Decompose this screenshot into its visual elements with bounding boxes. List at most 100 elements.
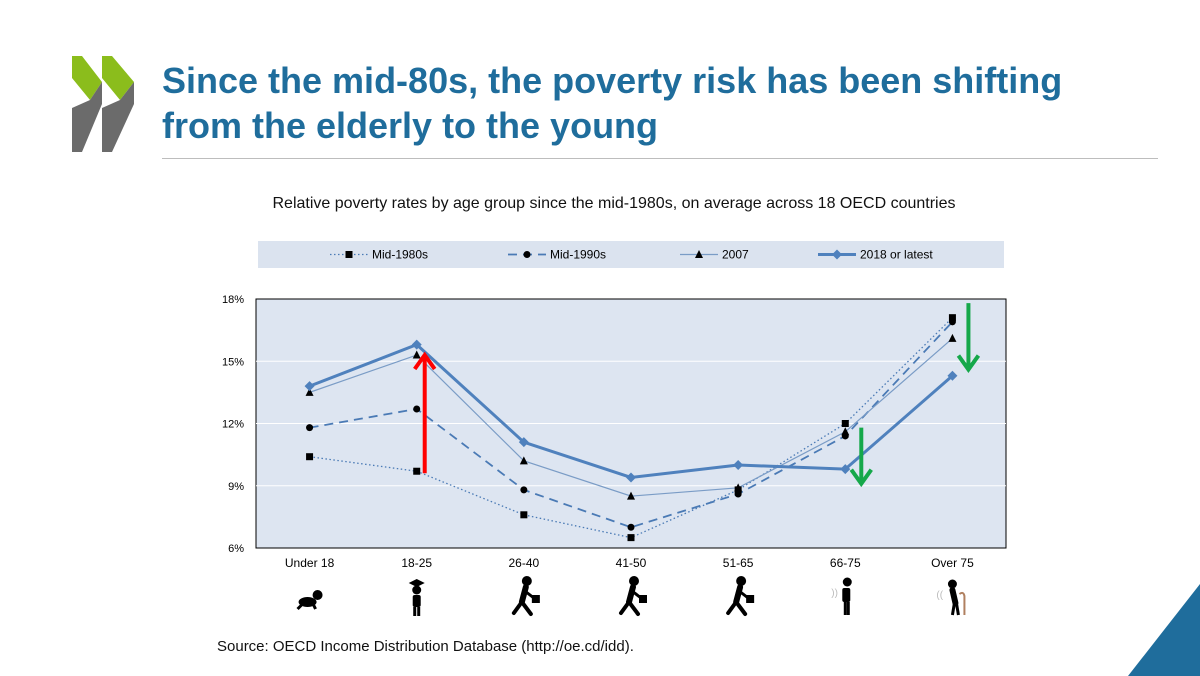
square-marker bbox=[520, 511, 528, 519]
diamond-marker bbox=[840, 464, 851, 475]
square-marker bbox=[841, 420, 849, 427]
briefcase bbox=[746, 595, 755, 603]
diamond-marker bbox=[733, 460, 744, 470]
arrow-head bbox=[956, 354, 981, 373]
person-head bbox=[521, 576, 532, 586]
person-head bbox=[842, 577, 852, 587]
circle-marker bbox=[948, 318, 956, 326]
y-tick-label: 18% bbox=[222, 294, 244, 306]
person-body bbox=[518, 584, 529, 605]
arrow-down-icon bbox=[956, 303, 981, 373]
x-tick-label: Over 75 bbox=[931, 556, 974, 570]
circle-marker bbox=[734, 490, 742, 498]
arrow-up-icon bbox=[413, 351, 437, 474]
person-head bbox=[412, 585, 422, 595]
diamond-marker bbox=[947, 370, 958, 381]
person-head bbox=[736, 576, 747, 586]
person-leg bbox=[734, 600, 748, 616]
worker-walking-icon bbox=[619, 576, 647, 616]
circle-marker bbox=[523, 251, 531, 258]
person-body bbox=[733, 584, 744, 605]
legend-label: Mid-1980s bbox=[372, 248, 428, 262]
circle-marker bbox=[627, 523, 635, 531]
person-body bbox=[842, 588, 851, 602]
person-leg bbox=[511, 600, 524, 615]
person-body bbox=[626, 584, 636, 605]
gridlines bbox=[256, 360, 1006, 487]
baby-leg bbox=[296, 603, 303, 611]
briefcase bbox=[639, 595, 647, 603]
series-markers bbox=[304, 314, 958, 542]
source-note: Source: OECD Income Distribution Databas… bbox=[217, 638, 634, 655]
baby-head bbox=[312, 590, 323, 600]
baby-crawling-icon bbox=[296, 590, 323, 611]
triangle-marker bbox=[841, 427, 850, 436]
briefcase bbox=[531, 595, 540, 603]
arrow-down-icon bbox=[849, 427, 873, 488]
worker-walking-icon bbox=[726, 576, 755, 616]
person-leg bbox=[950, 602, 956, 616]
baby-body bbox=[298, 597, 317, 607]
y-tick-label: 12% bbox=[222, 419, 244, 431]
trend-arrows bbox=[413, 303, 981, 488]
x-tick-label: 18-25 bbox=[401, 556, 432, 570]
x-tick-label: 26-40 bbox=[509, 556, 540, 570]
x-tick-label: 41-50 bbox=[616, 556, 647, 570]
sound-waves: (( bbox=[936, 590, 943, 601]
oecd-logo-icon bbox=[72, 56, 134, 152]
triangle-marker bbox=[695, 250, 703, 258]
y-tick-label: 15% bbox=[222, 356, 244, 368]
circle-marker bbox=[520, 486, 528, 494]
legend-label: 2007 bbox=[722, 248, 749, 262]
age-group-icons: )) (( bbox=[296, 576, 966, 616]
y-tick-label: 9% bbox=[228, 481, 244, 493]
legend-label: Mid-1990s bbox=[550, 248, 606, 262]
triangle-marker bbox=[734, 483, 743, 492]
triangle-marker bbox=[305, 387, 314, 396]
chart-title: Relative poverty rates by age group sinc… bbox=[272, 195, 956, 212]
walking-cane bbox=[958, 591, 966, 615]
triangle-marker bbox=[948, 333, 957, 342]
person-head bbox=[629, 576, 639, 586]
triangle-marker bbox=[627, 491, 635, 500]
diamond-marker bbox=[626, 472, 636, 483]
diamond-marker bbox=[832, 249, 842, 260]
person-leg bbox=[519, 600, 533, 616]
square-marker bbox=[948, 314, 956, 322]
elderly-cane-icon: (( bbox=[936, 579, 966, 616]
title-divider bbox=[162, 158, 1158, 159]
triangle-marker bbox=[519, 456, 528, 465]
slide-title-line-1: Since the mid-80s, the poverty risk has … bbox=[162, 60, 1063, 101]
person-body bbox=[412, 595, 421, 607]
diamond-marker bbox=[411, 339, 422, 350]
arrow-head bbox=[849, 468, 873, 488]
x-tick-label: Under 18 bbox=[285, 556, 335, 570]
diamond-marker bbox=[304, 381, 315, 392]
baby-arm bbox=[312, 604, 317, 610]
slide-title-line-2: from the elderly to the young bbox=[162, 105, 659, 146]
legend-label: 2018 or latest bbox=[860, 248, 933, 262]
diamond-marker bbox=[518, 437, 529, 448]
grad-cap bbox=[408, 579, 425, 587]
y-tick-label: 6% bbox=[228, 543, 244, 555]
x-axis: Under 18 18-25 26-40 41-50 51-65 66-75 Over 75 bbox=[285, 556, 974, 570]
y-axis: 18% 15% 12% 9% 6% bbox=[222, 294, 244, 555]
circle-marker bbox=[306, 424, 314, 432]
person-leg bbox=[627, 600, 640, 616]
x-tick-label: 66-75 bbox=[830, 556, 861, 570]
person-head bbox=[947, 579, 957, 589]
square-marker bbox=[413, 467, 421, 475]
person-leg bbox=[619, 600, 631, 615]
person-leg bbox=[726, 600, 739, 615]
person-leg bbox=[954, 602, 960, 616]
slide-title: Since the mid-80s, the poverty risk has … bbox=[162, 58, 1192, 148]
legend-background bbox=[258, 241, 1004, 268]
square-marker bbox=[345, 251, 353, 258]
square-marker bbox=[627, 534, 635, 542]
circle-marker bbox=[413, 405, 421, 413]
arrow-head bbox=[413, 351, 437, 371]
person-body bbox=[949, 587, 959, 606]
graduate-icon bbox=[408, 579, 425, 616]
